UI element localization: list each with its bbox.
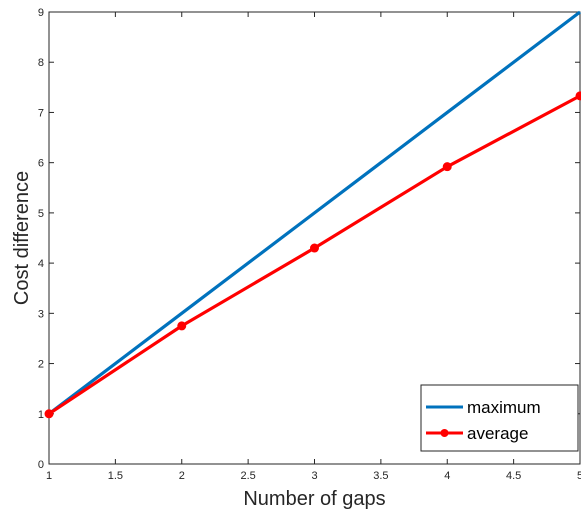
x-tick-label: 3.5 [373,470,388,482]
legend: maximum average [420,384,579,452]
x-tick-label: 3 [311,470,317,482]
y-tick-label: 2 [38,359,44,371]
x-axis-title: Number of gaps [243,488,385,510]
legend-box [420,384,579,452]
x-tick-label: 1.5 [108,470,123,482]
y-tick-label: 7 [38,107,44,119]
x-tick-label: 5 [577,470,581,482]
x-tick-label: 4 [444,470,450,482]
data-point-average [442,162,452,172]
legend-label-maximum: maximum [467,398,541,417]
y-tick-label: 5 [38,208,44,220]
legend-label-average: average [467,424,528,443]
data-point-average [575,91,581,101]
series-line-maximum [48,10,581,416]
data-point-average [310,243,319,253]
y-axis-title: Cost difference [11,171,33,305]
y-tick-label: 0 [38,459,44,471]
series-layer [44,10,581,419]
x-tick-label: 2 [179,470,185,482]
x-tick-label: 2.5 [240,470,255,482]
y-tick-label: 1 [38,409,44,421]
y-tick-label: 9 [38,7,44,19]
x-tick-label: 4.5 [506,470,521,482]
legend-marker-average [440,429,449,437]
data-point-average [44,409,54,419]
y-tick-label: 6 [38,158,44,170]
data-point-average [177,321,187,331]
y-tick-label: 3 [38,308,44,320]
y-tick-label: 8 [38,57,44,69]
y-tick-label: 4 [38,258,44,270]
x-tick-label: 1 [46,470,52,482]
